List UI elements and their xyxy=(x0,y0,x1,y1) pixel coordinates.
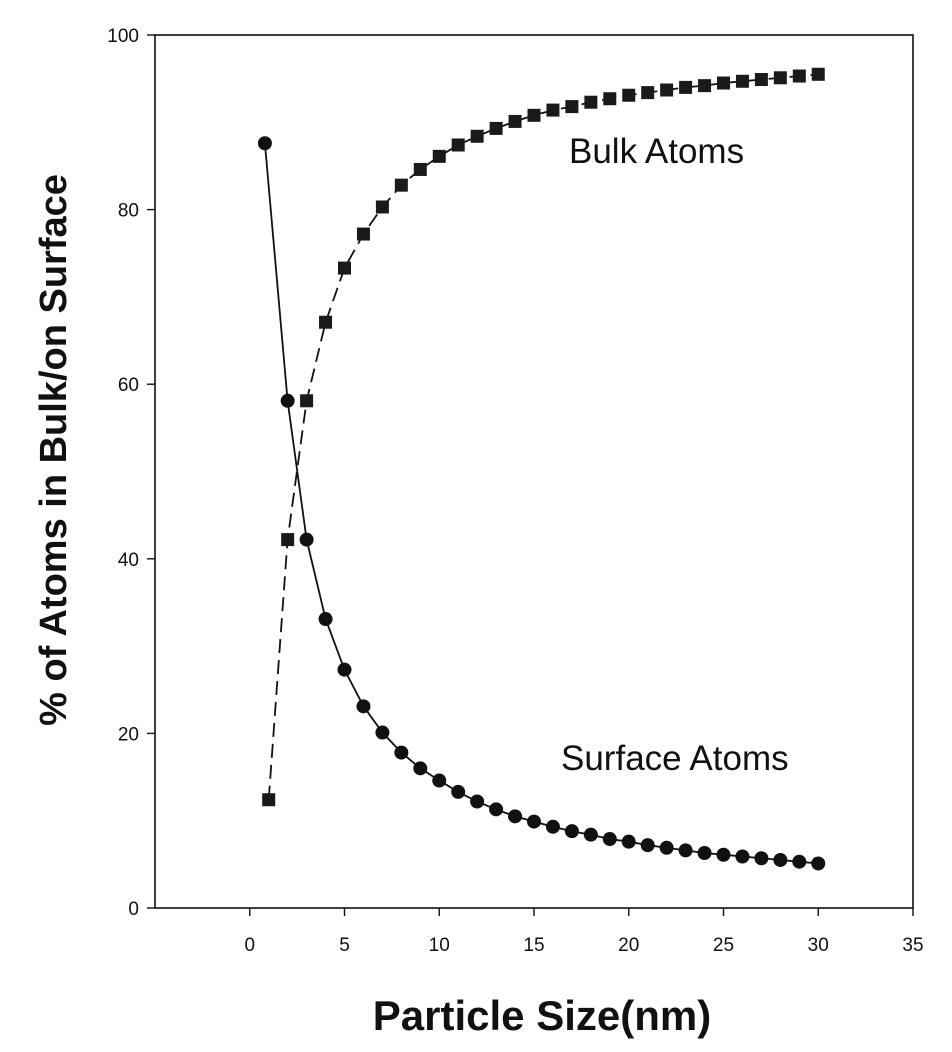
data-point-bulk-atoms xyxy=(375,200,389,214)
data-point-bulk-atoms xyxy=(489,121,503,135)
data-point-surface-atoms xyxy=(337,662,352,677)
y-tick-label: 80 xyxy=(118,201,139,222)
data-point-bulk-atoms xyxy=(679,80,693,94)
data-point-surface-atoms xyxy=(413,761,428,776)
data-point-surface-atoms xyxy=(811,856,826,871)
y-axis-ticks: 0 20 40 60 80 100 xyxy=(107,26,155,920)
x-tick-label: 5 xyxy=(339,935,350,956)
data-point-bulk-atoms xyxy=(622,88,636,102)
y-tick-label: 20 xyxy=(118,724,139,745)
data-point-bulk-atoms xyxy=(546,103,560,117)
data-point-surface-atoms xyxy=(356,699,371,714)
x-tick-label: 30 xyxy=(808,935,829,956)
series-line-bulk-atoms xyxy=(267,73,819,800)
data-point-surface-atoms xyxy=(318,612,333,627)
data-point-surface-atoms xyxy=(280,393,295,408)
data-point-surface-atoms xyxy=(716,847,731,862)
data-point-surface-atoms xyxy=(583,827,598,842)
data-point-surface-atoms xyxy=(432,773,447,788)
data-point-surface-atoms xyxy=(678,843,693,858)
data-point-bulk-atoms xyxy=(754,73,768,87)
data-point-bulk-atoms xyxy=(698,79,712,93)
data-point-bulk-atoms xyxy=(281,533,295,547)
y-axis-title: % of Atoms in Bulk/on Surface xyxy=(33,174,75,726)
data-point-bulk-atoms xyxy=(432,149,446,163)
x-tick-label: 0 xyxy=(244,935,255,956)
data-point-bulk-atoms xyxy=(773,71,787,85)
data-point-surface-atoms xyxy=(299,532,314,547)
data-point-surface-atoms xyxy=(754,851,769,866)
data-point-bulk-atoms xyxy=(394,178,408,192)
x-axis-title: Particle Size(nm) xyxy=(373,992,711,1039)
data-point-bulk-atoms xyxy=(470,129,484,143)
plot-frame xyxy=(154,34,914,909)
x-axis-ticks: 0 5 10 15 20 25 30 35 xyxy=(244,908,924,956)
data-point-bulk-atoms xyxy=(262,793,276,807)
data-point-bulk-atoms xyxy=(717,76,730,90)
data-point-bulk-atoms xyxy=(584,95,598,109)
data-point-surface-atoms xyxy=(451,784,466,799)
data-point-surface-atoms xyxy=(394,745,409,760)
data-point-bulk-atoms xyxy=(508,114,522,128)
x-tick-label: 20 xyxy=(618,935,639,956)
series-surface-atoms xyxy=(257,136,826,871)
y-tick-label: 60 xyxy=(118,375,139,396)
data-point-bulk-atoms xyxy=(413,162,427,176)
data-point-bulk-atoms xyxy=(641,86,655,100)
data-point-bulk-atoms xyxy=(603,92,617,106)
annotation-surface-atoms: Surface Atoms xyxy=(561,739,789,778)
data-point-bulk-atoms xyxy=(660,83,674,97)
data-point-surface-atoms xyxy=(640,838,655,853)
data-point-bulk-atoms xyxy=(356,227,370,241)
data-point-surface-atoms xyxy=(602,832,617,847)
data-point-bulk-atoms xyxy=(735,74,749,88)
data-point-bulk-atoms xyxy=(319,315,333,329)
data-point-bulk-atoms xyxy=(338,261,351,275)
data-point-surface-atoms xyxy=(375,725,390,740)
x-tick-label: 35 xyxy=(902,935,923,956)
data-point-bulk-atoms xyxy=(300,394,314,408)
data-point-bulk-atoms xyxy=(451,138,465,152)
x-tick-label: 25 xyxy=(713,935,734,956)
data-point-surface-atoms xyxy=(257,136,272,151)
data-point-surface-atoms xyxy=(527,814,541,829)
y-tick-label: 40 xyxy=(118,550,139,571)
data-point-surface-atoms xyxy=(697,846,712,861)
data-point-surface-atoms xyxy=(470,794,485,809)
data-point-bulk-atoms xyxy=(811,67,825,81)
data-point-bulk-atoms xyxy=(527,108,541,122)
data-point-bulk-atoms xyxy=(792,69,806,83)
series-bulk-atoms xyxy=(262,67,825,807)
y-tick-label: 0 xyxy=(128,899,139,920)
data-point-surface-atoms xyxy=(735,849,750,864)
data-point-surface-atoms xyxy=(792,854,807,869)
data-point-surface-atoms xyxy=(564,824,579,839)
data-point-surface-atoms xyxy=(508,809,523,824)
series-layer xyxy=(257,67,826,871)
data-point-surface-atoms xyxy=(545,819,560,834)
data-point-surface-atoms xyxy=(489,802,504,817)
data-point-surface-atoms xyxy=(773,852,788,867)
y-tick-label: 100 xyxy=(107,26,139,47)
data-point-surface-atoms xyxy=(621,834,636,849)
x-tick-label: 15 xyxy=(523,935,544,956)
x-tick-label: 10 xyxy=(429,935,450,956)
data-point-bulk-atoms xyxy=(565,100,579,114)
annotation-bulk-atoms: Bulk Atoms xyxy=(569,132,744,171)
data-point-surface-atoms xyxy=(659,840,674,855)
